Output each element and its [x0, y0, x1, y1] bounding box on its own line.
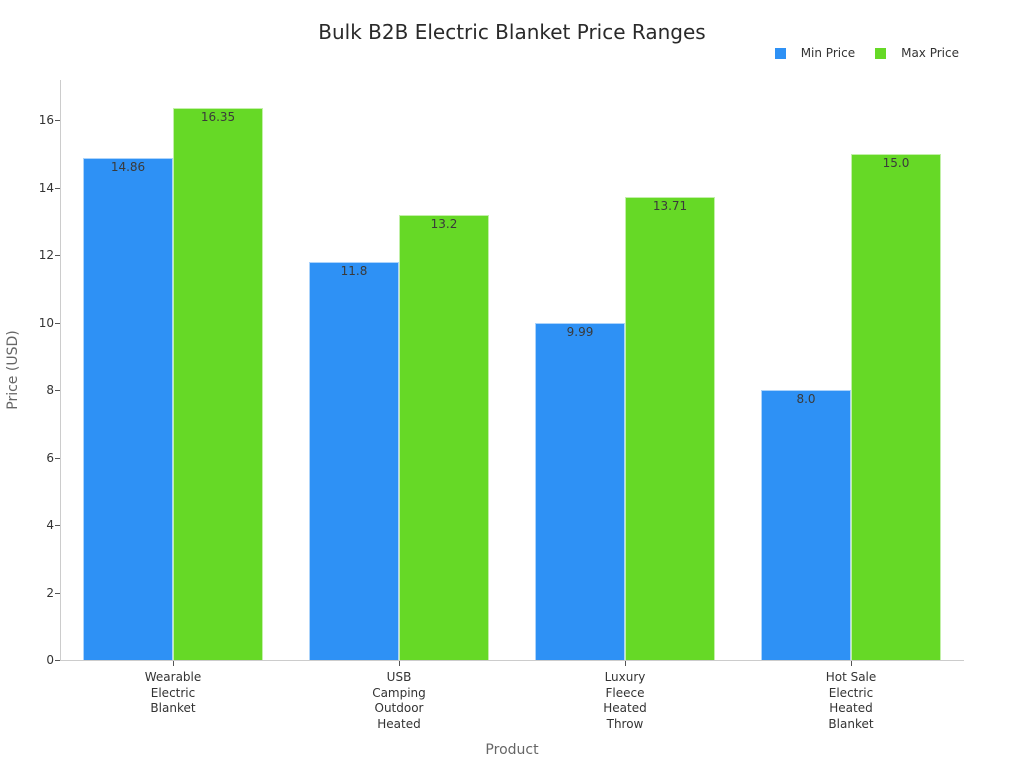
max-price-bar[interactable] [851, 153, 941, 660]
x-axis-line [60, 660, 964, 661]
bar-value-label: 9.99 [566, 324, 594, 339]
y-tick [55, 592, 60, 594]
y-tick [55, 390, 60, 391]
legend-swatch-max-icon [875, 47, 887, 59]
y-tick-label: 14 [38, 180, 54, 195]
x-axis-label: Product [485, 742, 539, 758]
legend: Min Price Max Price [755, 46, 959, 60]
bar-value-label: 11.8 [340, 263, 368, 278]
y-axis-line [60, 80, 61, 661]
y-tick [55, 120, 60, 121]
x-tick-label: Luxury Fleece Heated Throw [603, 670, 647, 731]
y-tick-label: 2 [46, 585, 54, 600]
min-price-bar[interactable] [83, 158, 173, 660]
bar-value-label: 15.0 [882, 155, 910, 170]
x-tick [399, 661, 400, 666]
y-tick-label: 0 [46, 653, 54, 667]
max-price-bar[interactable] [399, 214, 489, 660]
y-tick [55, 322, 60, 324]
chart-title: Bulk B2B Electric Blanket Price Ranges [318, 20, 706, 44]
y-tick [55, 187, 60, 189]
x-tick [851, 661, 852, 666]
bar-value-label: 13.71 [652, 199, 688, 214]
legend-label: Max Price [901, 46, 959, 60]
legend-item-max-price[interactable]: Max Price [875, 46, 959, 60]
min-price-bar[interactable] [309, 261, 399, 660]
x-tick [625, 661, 626, 666]
y-tick [55, 457, 60, 459]
legend-swatch-min-icon [774, 47, 786, 59]
x-tick-label: USB Camping Outdoor Heated [372, 670, 426, 731]
y-tick-label: 10 [38, 315, 54, 330]
x-tick-label: Hot Sale Electric Heated Blanket [825, 670, 877, 731]
y-tick [55, 660, 60, 661]
bar-value-label: 8.0 [796, 392, 816, 406]
y-tick-label: 8 [46, 383, 54, 397]
y-tick-label: 12 [38, 248, 54, 262]
min-price-bar[interactable] [761, 390, 851, 660]
legend-label: Min Price [800, 46, 856, 60]
y-tick-label: 6 [46, 450, 54, 465]
y-tick-label: 16 [38, 113, 54, 127]
x-tick-label: Wearable Electric Blanket [144, 670, 202, 715]
plot-area: 0 2 4 6 8 10 12 14 16 14.86 16.35 Wearable Electric… [39, 80, 964, 731]
x-tick [173, 661, 174, 666]
max-price-bar[interactable] [625, 197, 715, 660]
y-tick [55, 525, 60, 526]
bar-value-label: 16.35 [200, 110, 236, 125]
y-tick-label: 4 [46, 518, 54, 532]
bar-value-label: 14.86 [110, 160, 146, 175]
legend-item-min-price[interactable]: Min Price [774, 46, 856, 60]
bar-value-label: 13.2 [430, 216, 458, 231]
y-tick [55, 255, 60, 256]
min-price-bar[interactable] [535, 322, 625, 660]
max-price-bar[interactable] [173, 108, 263, 660]
y-axis-label: Price (USD) [5, 330, 21, 410]
